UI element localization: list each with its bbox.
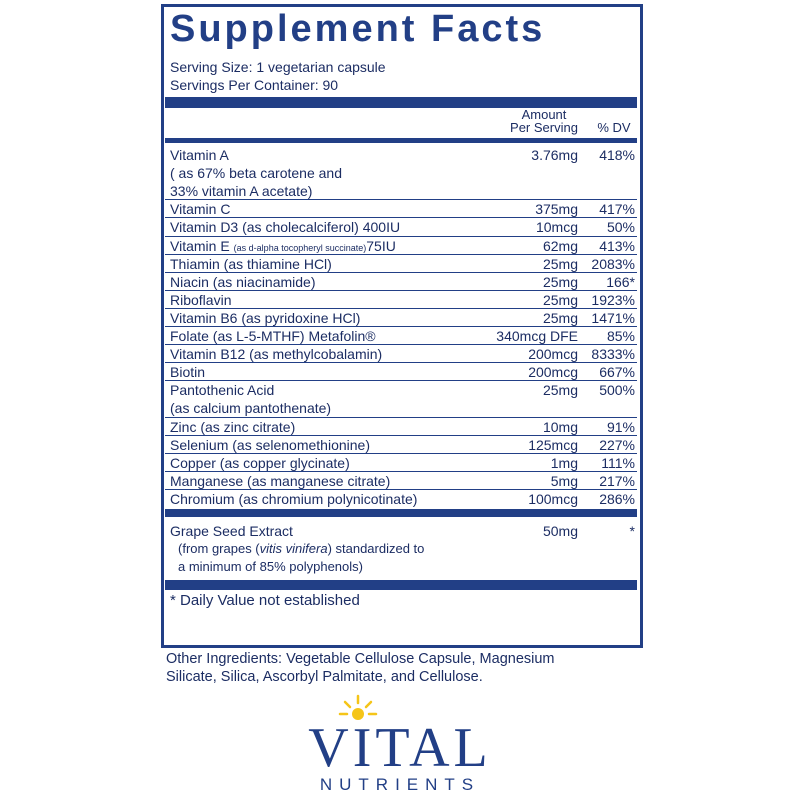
- extract-note: ) standardized to: [327, 541, 425, 557]
- nutrient-name: Vitamin E: [170, 237, 230, 254]
- logo-sun: [338, 694, 378, 720]
- daily-value: 111%: [601, 454, 635, 471]
- amount: 25mg: [542, 382, 578, 399]
- row-separator: [165, 434, 637, 436]
- footnote: * Daily Value not established: [170, 592, 360, 610]
- nutrient-name: Vitamin A: [170, 147, 229, 163]
- row-separator: [165, 380, 637, 382]
- amount: 200mcg: [528, 346, 578, 363]
- servings-per-container: Servings Per Container: 90: [170, 77, 339, 93]
- row-separator: [165, 416, 637, 418]
- nutrient-name: Niacin (as niacinamide): [170, 273, 316, 290]
- daily-value: 8333%: [591, 346, 635, 363]
- nutrient-name-line: Vitamin E (as d-alpha tocopheryl succinat…: [170, 237, 396, 257]
- other-ingredients: Silicate, Silica, Ascorbyl Palmitate, an…: [166, 669, 483, 685]
- amount-header: Per Serving: [510, 120, 578, 135]
- extract-name: Grape Seed Extract: [170, 523, 293, 539]
- serving-size: Serving Size: 1 vegetarian capsule: [170, 59, 386, 75]
- amount: 375mg: [535, 201, 578, 218]
- nutrient-name: Vitamin B6 (as pyridoxine HCl): [170, 309, 361, 326]
- daily-value: 286%: [599, 490, 635, 507]
- extract-note: (from grapes (: [178, 541, 260, 557]
- row-separator: [165, 362, 637, 364]
- amount: 10mg: [542, 418, 578, 435]
- facts-box: [161, 4, 643, 648]
- daily-value: 667%: [599, 364, 635, 381]
- header-bar: [165, 138, 637, 143]
- extract-note: a minimum of 85% polyphenols): [178, 559, 363, 575]
- daily-value: *: [629, 523, 635, 539]
- thick-bar: [165, 509, 637, 517]
- title: Supplement Facts: [170, 8, 546, 50]
- nutrient-suffix: 75IU: [366, 237, 396, 254]
- amount: 200mcg: [528, 364, 578, 381]
- nutrient-name: Manganese (as manganese citrate): [170, 472, 391, 489]
- amount: 25mg: [542, 255, 578, 272]
- daily-value: 500%: [599, 382, 635, 399]
- row-separator: [165, 253, 637, 255]
- brand: VITAL: [308, 717, 492, 779]
- daily-value: 413%: [599, 237, 635, 254]
- nutrient-detail: 33% vitamin A acetate): [170, 183, 313, 200]
- amount: 25mg: [542, 309, 578, 326]
- nutrient-name: Vitamin D3 (as cholecalciferol) 400IU: [170, 219, 401, 236]
- daily-value: 1471%: [591, 309, 635, 326]
- row-separator: [165, 289, 637, 291]
- amount: 1mg: [550, 454, 578, 471]
- nutrient-name: Thiamin (as thiamine HCl): [170, 255, 332, 272]
- nutrient-name: Riboflavin: [170, 291, 232, 308]
- amount: 50mg: [542, 523, 578, 539]
- thick-bar: [165, 580, 637, 591]
- nutrient-detail: ( as 67% beta carotene and: [170, 165, 343, 182]
- brand-sub: NUTRIENTS: [319, 775, 481, 794]
- row-separator: [165, 344, 637, 346]
- nutrient-name: Biotin: [170, 364, 206, 381]
- nutrient-detail: (as calcium pantothenate): [170, 400, 332, 417]
- daily-value: 50%: [606, 219, 635, 236]
- row-separator: [165, 217, 637, 219]
- daily-value: 85%: [606, 328, 635, 344]
- thick-bar: [165, 97, 637, 108]
- nutrient-note: (as d-alpha tocopheryl succinate): [233, 242, 367, 253]
- amount: 25mg: [542, 273, 578, 290]
- extract-note-line: (from grapes (vitis vinifera) standardiz…: [178, 540, 424, 558]
- amount: 25mg: [542, 291, 578, 308]
- amount: 340mcg DFE: [496, 328, 578, 344]
- daily-value: 2083%: [591, 255, 635, 272]
- row-separator: [165, 307, 637, 309]
- row-separator: [165, 271, 637, 273]
- amount: 3.76mg: [531, 147, 578, 163]
- daily-value: 217%: [599, 472, 635, 489]
- daily-value: 1923%: [591, 291, 635, 308]
- amount: 125mcg: [528, 436, 578, 453]
- amount-header: Amount: [521, 107, 567, 122]
- daily-value: 166*: [606, 273, 635, 290]
- dv-header: % DV: [597, 120, 631, 135]
- other-ingredients: Other Ingredients: Vegetable Cellulose C…: [166, 651, 555, 667]
- row-separator: [165, 326, 637, 327]
- daily-value: 227%: [599, 436, 635, 453]
- row-separator: [165, 488, 637, 490]
- row-separator: [165, 470, 637, 472]
- nutrient-name: Vitamin C: [170, 201, 231, 218]
- nutrient-name: Copper (as copper glycinate): [170, 454, 350, 471]
- amount: 62mg: [542, 237, 578, 254]
- row-separator: [165, 235, 637, 237]
- row-separator: [165, 452, 637, 454]
- daily-value: 417%: [599, 201, 635, 218]
- amount: 100mcg: [528, 490, 578, 507]
- nutrient-name: Zinc (as zinc citrate): [170, 418, 296, 435]
- amount: 5mg: [550, 472, 578, 489]
- nutrient-name: Vitamin B12 (as methylcobalamin): [170, 346, 383, 363]
- nutrient-name: Selenium (as selenomethionine): [170, 436, 370, 453]
- daily-value: 91%: [606, 418, 635, 435]
- nutrient-name: Chromium (as chromium polynicotinate): [170, 490, 418, 507]
- amount: 10mcg: [535, 219, 578, 236]
- row-separator: [165, 199, 637, 201]
- extract-note: vitis vinifera: [259, 541, 328, 557]
- nutrient-name: Pantothenic Acid: [170, 382, 275, 399]
- daily-value: 418%: [599, 147, 635, 163]
- nutrient-name: Folate (as L-5-MTHF) Metafolin®: [170, 328, 376, 344]
